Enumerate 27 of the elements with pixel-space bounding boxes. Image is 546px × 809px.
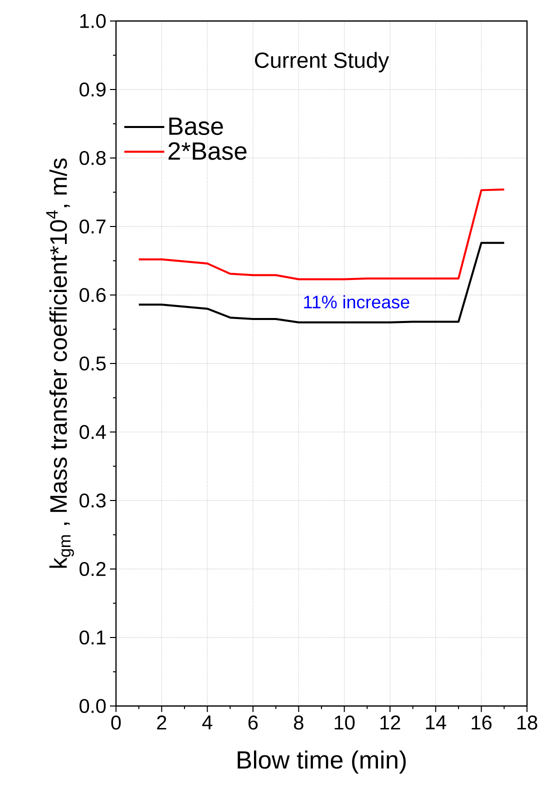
x-tick-label: 2 <box>157 716 166 730</box>
y-tick-label: 0.3 <box>80 493 106 508</box>
annotation: 11% increase <box>304 295 410 308</box>
annotation: Current Study <box>255 52 390 72</box>
y-tick-label: 0.6 <box>80 288 106 302</box>
x-tick-label: 4 <box>202 716 212 730</box>
y-tick-label: 0.5 <box>80 356 106 371</box>
y-tick-label: 0.2 <box>80 562 106 576</box>
x-tick-label: 8 <box>294 716 304 730</box>
legend-label: 2*Base <box>168 142 246 160</box>
y-tick-label: 0.7 <box>80 219 106 234</box>
x-tick-label: 12 <box>380 716 400 730</box>
legend-label: Base <box>169 118 223 136</box>
y-tick-label: 0.1 <box>80 630 106 645</box>
x-axis-title: Blow time (min) <box>238 750 406 774</box>
x-tick-label: 0 <box>111 716 121 730</box>
x-tick-label: 16 <box>472 716 492 730</box>
y-tick-label: 0.9 <box>80 82 106 97</box>
y-axis-title: k$_{gm}$ , Mass transfer coefficient*10$^{4}$, m/s <box>46 158 74 568</box>
y-tick-label: 0.8 <box>80 150 106 166</box>
y-tick-label: 0.0 <box>80 698 106 714</box>
x-tick-label: 14 <box>426 716 446 730</box>
x-tick-label: 18 <box>517 716 538 730</box>
y-tick-label: 0.4 <box>80 424 106 440</box>
x-tick-label: 10 <box>334 716 355 730</box>
y-tick-label: 1.0 <box>80 14 106 28</box>
x-tick-label: 6 <box>248 716 258 730</box>
